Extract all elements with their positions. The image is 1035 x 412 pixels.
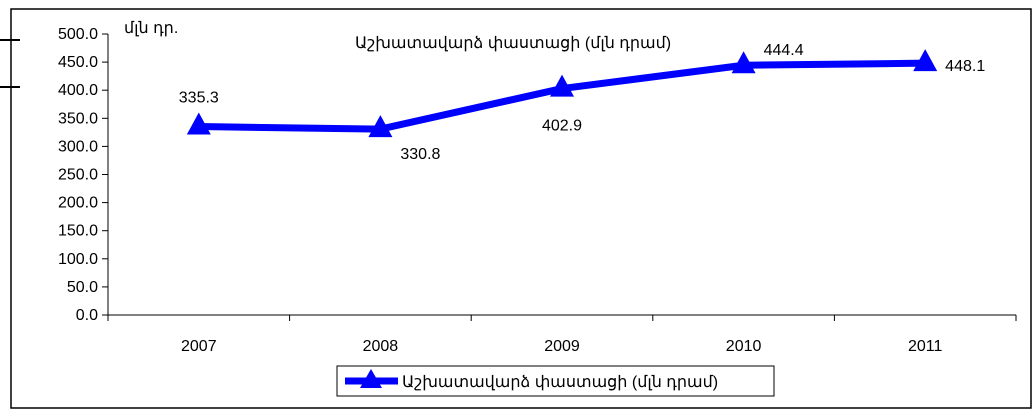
y-tick-label: 250.0 — [58, 167, 98, 184]
y-tick-label: 100.0 — [58, 251, 98, 268]
y-tick-label: 450.0 — [58, 54, 98, 71]
data-point-marker — [731, 51, 756, 74]
y-tick-label: 350.0 — [58, 110, 98, 127]
data-point-marker — [913, 49, 938, 72]
legend-box — [336, 365, 775, 397]
y-tick-label: 400.0 — [58, 82, 98, 99]
y-tick-label: 50.0 — [67, 279, 98, 296]
marker-group — [186, 49, 938, 138]
chart-border — [10, 8, 1032, 409]
x-tick-label: 2007 — [181, 338, 217, 355]
y-tick-label: 500.0 — [58, 26, 98, 43]
data-point-marker — [368, 115, 393, 138]
data-label: 444.4 — [764, 42, 804, 59]
unit-label: մլն դր. — [124, 20, 178, 37]
data-label: 335.3 — [179, 90, 219, 107]
y-tick-label: 0.0 — [76, 307, 98, 324]
x-tick-label: 2011 — [908, 338, 943, 355]
data-label-group: 335.3 330.8 402.9 444.4 448.1 — [179, 42, 986, 163]
y-tick-label: 200.0 — [58, 195, 98, 212]
x-tick-label: 2009 — [544, 338, 580, 355]
data-point-marker — [186, 112, 211, 135]
y-tick-label: 150.0 — [58, 223, 98, 240]
data-label: 402.9 — [542, 118, 582, 135]
legend-marker — [360, 369, 382, 388]
x-tick-group: 2007 2008 2009 2010 2011 — [107, 315, 1017, 355]
legend-label: Աշխատավարձ փաստացի (մլն դրամ) — [402, 374, 718, 391]
data-label: 448.1 — [945, 58, 985, 75]
y-tick-label: 300.0 — [58, 138, 98, 155]
chart-title: Աշխատավարձ փաստացի (մլն դրամ) — [355, 35, 671, 52]
x-tick-label: 2010 — [726, 338, 762, 355]
x-tick-label: 2008 — [363, 338, 399, 355]
y-tick-group: 0.0 50.0 100.0 150.0 200.0 250.0 300.0 350.0 400… — [58, 26, 108, 324]
data-point-marker — [550, 74, 574, 97]
data-label: 330.8 — [400, 146, 440, 163]
